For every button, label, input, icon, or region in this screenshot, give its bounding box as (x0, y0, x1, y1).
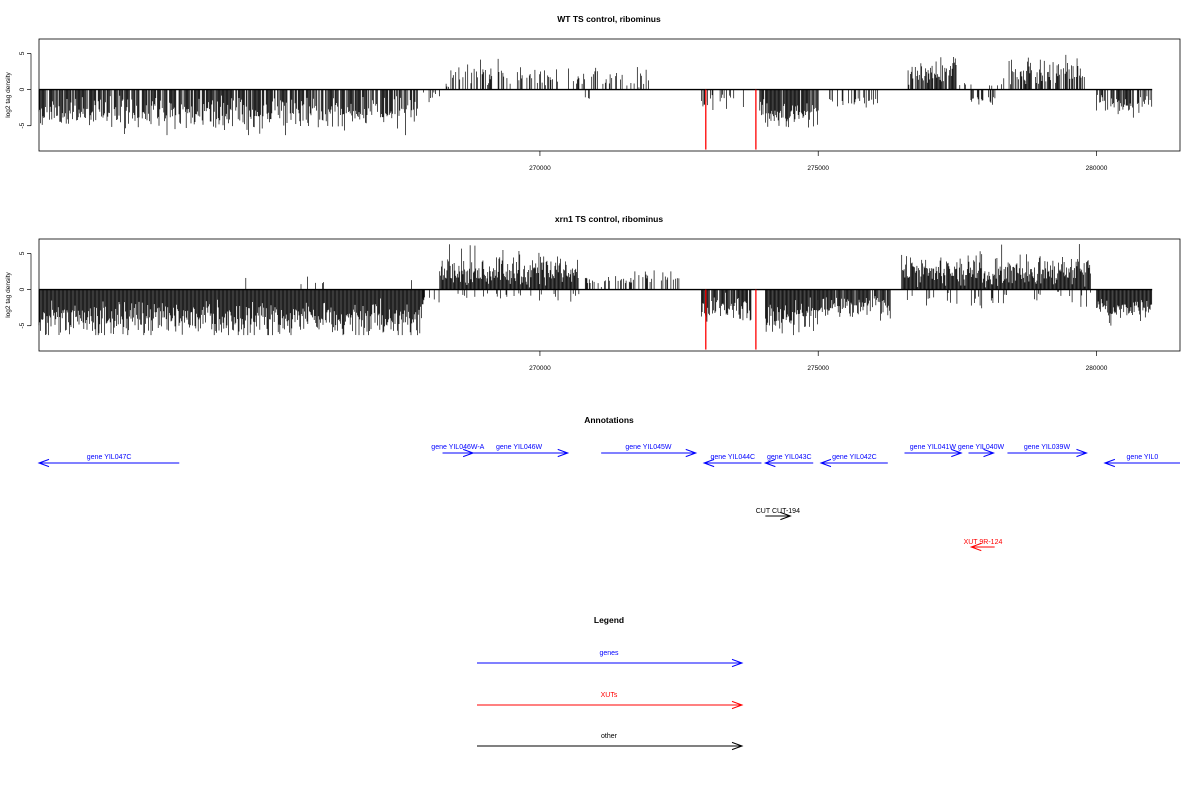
y-axis: -5 0 5 (19, 51, 32, 129)
gene-label: gene YIL046W (496, 444, 543, 451)
legend-label: XUTs (601, 692, 618, 699)
x-tick-label: 270000 (529, 165, 551, 172)
xut-arrow (969, 542, 995, 552)
legend-title: Legend (594, 615, 624, 625)
feature-arrows: gene YIL047C gene YIL046W-A gene YIL046W ge… (37, 444, 1180, 552)
y-tick-label: -5 (19, 322, 26, 328)
gene-arrow (968, 448, 996, 458)
gene-label: gene YIL042C (832, 454, 877, 461)
y-axis-label: log2 tag density (5, 271, 12, 317)
annotations-title: Annotations (584, 415, 634, 425)
legend-label: genes (599, 650, 619, 657)
legend: Legend genes XUTs other (477, 615, 744, 751)
gene-label: gene YIL043C (767, 454, 812, 461)
gene-label: gene YIL039W (1024, 444, 1071, 451)
x-tick-label: 280000 (1086, 165, 1108, 172)
legend-arrow (477, 700, 744, 710)
gene-label: gene YIL041W (910, 444, 957, 451)
legend-items: genes XUTs other (477, 650, 744, 751)
y-tick-label: -5 (19, 122, 26, 128)
xut-label: XUT 9R-124 (964, 539, 1003, 546)
y-axis: -5 0 5 (19, 251, 32, 329)
gene-label: gene YIL045W (625, 444, 672, 451)
other-feature-arrow (765, 511, 792, 521)
x-tick-label: 280000 (1086, 365, 1108, 372)
y-tick-label: 5 (19, 251, 26, 255)
gene-arrow (819, 458, 888, 468)
gene-arrow (763, 458, 814, 468)
gene-arrow (470, 448, 570, 458)
coverage-panel-xrn1: xrn1 TS control, ribominus log2 tag dens… (5, 214, 1181, 372)
x-tick-label: 275000 (807, 165, 829, 172)
x-axis: 270000 275000 280000 (529, 151, 1108, 172)
gene-arrow (702, 458, 762, 468)
gene-arrow (37, 458, 180, 468)
gene-label: gene YIL0 (1127, 454, 1159, 461)
x-tick-label: 270000 (529, 365, 551, 372)
coverage-bars (38, 244, 1153, 350)
gene-label: gene YIL046W-A (431, 444, 484, 451)
gene-arrow (1007, 448, 1088, 458)
legend-arrow (477, 658, 744, 668)
y-tick-label: 5 (19, 51, 26, 55)
coverage-bars (38, 54, 1153, 150)
panel-title: WT TS control, ribominus (557, 14, 661, 24)
gene-arrow (601, 448, 698, 458)
y-axis-label: log2 tag density (5, 71, 12, 117)
x-tick-label: 275000 (807, 365, 829, 372)
coverage-panel-wt: WT TS control, ribominus log2 tag densit… (5, 14, 1181, 172)
gene-label: gene YIL047C (87, 454, 132, 461)
y-tick-label: 0 (19, 87, 26, 91)
other-feature-label: CUT CUT-194 (756, 508, 800, 515)
gene-label: gene YIL040W (958, 444, 1005, 451)
y-tick-label: 0 (19, 287, 26, 291)
legend-label: other (601, 733, 618, 740)
gene-arrow (904, 448, 963, 458)
legend-arrow (477, 741, 744, 751)
gene-label: gene YIL044C (710, 454, 755, 461)
gene-arrow (1103, 458, 1180, 468)
x-axis: 270000 275000 280000 (529, 351, 1108, 372)
panel-title: xrn1 TS control, ribominus (555, 214, 663, 224)
